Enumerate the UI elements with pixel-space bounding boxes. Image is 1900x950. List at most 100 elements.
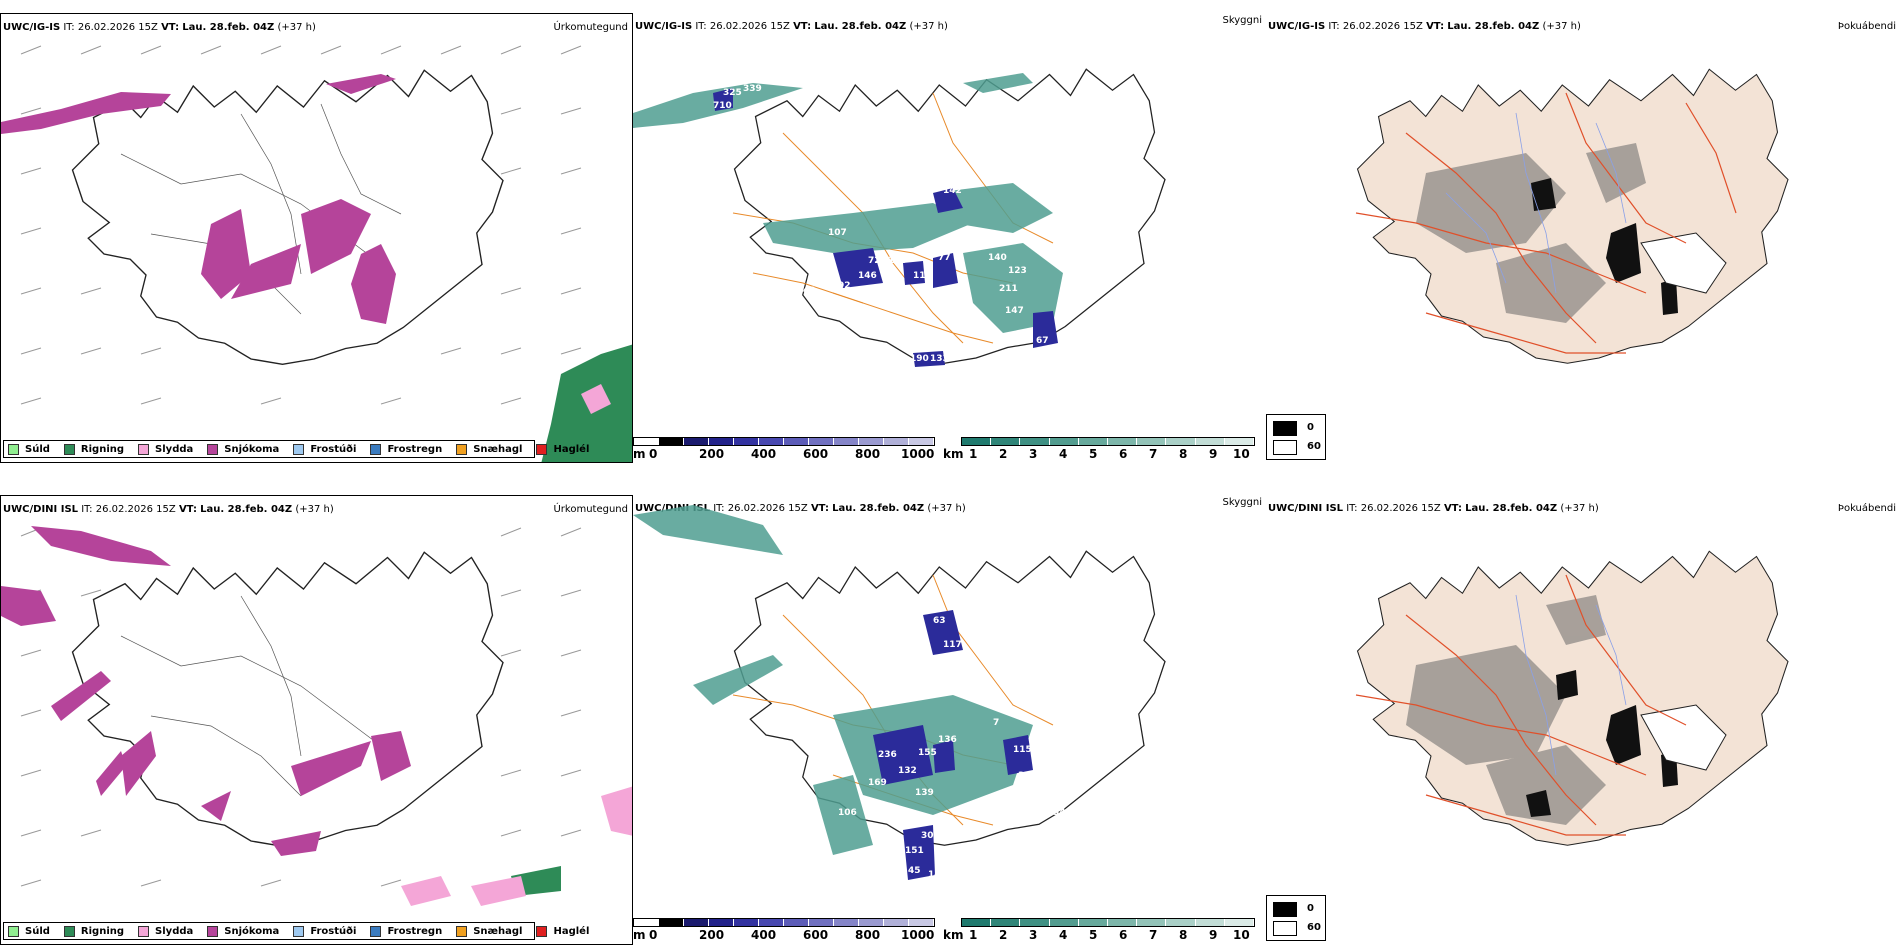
- fog-indicator-panel-bottom: UWC/DINI ISL IT: 26.02.2026 15Z VT: Lau.…: [1266, 495, 1900, 945]
- init-time: 26.02.2026 15Z: [1342, 21, 1423, 32]
- panel-title: Þokuábendi: [1837, 503, 1896, 514]
- height-bin: [784, 919, 809, 926]
- legend-item: Rigning: [63, 443, 124, 455]
- height-bin: [884, 919, 909, 926]
- height-strip: [633, 918, 935, 927]
- cloud-label: 139: [915, 788, 934, 798]
- lead-time: (+37 h): [295, 504, 334, 515]
- model-name: UWC/DINI ISL: [3, 504, 79, 515]
- fog-shading: [1416, 143, 1646, 323]
- visibility-tick: 7: [1149, 447, 1158, 461]
- visibility-tick: 7: [1149, 928, 1158, 942]
- height-bin: [634, 919, 659, 926]
- precip-legend: Súld Rigning Slydda Snjókoma Frostúði Fr…: [3, 440, 589, 458]
- fog-map: [1355, 550, 1789, 846]
- fog-label: 0: [1307, 903, 1314, 914]
- visibility-bin: [1195, 919, 1225, 926]
- init-time: 26.02.2026 15Z: [709, 21, 790, 32]
- fog-legend-top: 0 60: [1266, 414, 1326, 460]
- cloud-label: 133: [930, 354, 949, 364]
- cloud-label: 136: [938, 735, 957, 745]
- visibility-bin: [1049, 919, 1079, 926]
- height-tick: 0: [649, 447, 658, 461]
- height-tick: 400: [751, 447, 777, 461]
- visibility-tick: 10: [1233, 447, 1250, 461]
- valid-time: Lau. 28.feb. 04Z: [832, 503, 925, 514]
- visibility-bin: [991, 438, 1021, 445]
- precip-legend: Súld Rigning Slydda Snjókoma Frostúði Fr…: [3, 922, 589, 940]
- panel-title: Þokuábendi: [1837, 21, 1896, 32]
- panel-header: UWC/IG-IS IT: 26.02.2026 15Z VT: Lau. 28…: [635, 21, 948, 32]
- height-tick: 600: [803, 928, 829, 942]
- legend-swatch: [138, 925, 150, 937]
- height-tick: 200: [699, 928, 725, 942]
- visibility-tick: 8: [1179, 447, 1188, 461]
- visibility-bin: [1049, 438, 1079, 445]
- precip-type-panel-top: UWC/IG-IS IT: 26.02.2026 15Z VT: Lau. 28…: [0, 13, 633, 463]
- lead-time: (+37 h): [1560, 503, 1599, 514]
- legend-item: Slydda: [138, 925, 193, 937]
- height-unit: m: [633, 447, 646, 461]
- legend-swatch: [456, 925, 468, 937]
- fog-swatch-dark: [1273, 421, 1297, 436]
- visibility-strip: [961, 437, 1255, 446]
- visibility-tick: 9: [1209, 928, 1218, 942]
- legend-item: Snæhagl: [456, 925, 522, 937]
- visibility-bin: [1020, 438, 1050, 445]
- legend-item: Snjókoma: [207, 443, 279, 455]
- legend-swatch: [8, 443, 19, 455]
- visibility-unit: km: [943, 928, 964, 942]
- visibility-bin: [962, 438, 992, 445]
- height-bin: [834, 438, 859, 445]
- cloud-visibility-panel-top: UWC/IG-IS IT: 26.02.2026 15Z VT: Lau. 28…: [633, 13, 1266, 463]
- cloud-label: 155: [918, 748, 937, 758]
- cloud-label: 146: [928, 870, 947, 880]
- cloud-label: 146: [858, 271, 877, 281]
- cloud-label: 115: [1013, 745, 1032, 755]
- cloud-label: 147: [1005, 306, 1024, 316]
- height-bin: [659, 438, 684, 445]
- height-tick: 600: [803, 447, 829, 461]
- cloud-label: 151: [905, 846, 924, 856]
- cloud-label: 307: [921, 831, 940, 841]
- fog-label: 60: [1307, 441, 1321, 452]
- height-unit: m: [633, 928, 646, 942]
- snow-areas: [1, 74, 396, 324]
- visibility-bin: [1166, 438, 1196, 445]
- height-bin: [684, 919, 709, 926]
- cloud-label: 7: [993, 718, 999, 728]
- height-bin: [859, 438, 884, 445]
- visibility-bin: [1195, 438, 1225, 445]
- visibility-tick: 2: [999, 447, 1008, 461]
- visibility-bin: [1078, 438, 1109, 445]
- height-bin: [909, 438, 934, 445]
- valid-time: Lau. 28.feb. 04Z: [814, 21, 907, 32]
- visibility-bin: [1108, 438, 1138, 445]
- height-colorbar-bottom: m 0 200 400 600 800 1000: [633, 918, 943, 948]
- fog-legend-bottom: 0 60: [1266, 895, 1326, 941]
- height-tick: 1000: [901, 447, 935, 461]
- cloud-label: 45: [908, 866, 921, 876]
- height-tick: 400: [751, 928, 777, 942]
- low-cloud-areas: [713, 88, 1058, 367]
- lead-time: (+37 h): [1542, 21, 1581, 32]
- visibility-tick: 6: [1119, 447, 1128, 461]
- legend-item: Súld: [8, 443, 50, 455]
- height-tick: 800: [855, 447, 881, 461]
- init-time: 26.02.2026 15Z: [95, 504, 176, 515]
- precip-type-panel-bottom: UWC/DINI ISL IT: 26.02.2026 15Z VT: Lau.…: [0, 495, 633, 945]
- cloud-label: 54: [1053, 808, 1066, 818]
- fog-indicator-panel-top: UWC/IG-IS IT: 26.02.2026 15Z VT: Lau. 28…: [1266, 13, 1900, 463]
- height-bin: [834, 919, 859, 926]
- visibility-bin: [1166, 919, 1196, 926]
- cloud-label: 169: [868, 778, 887, 788]
- rivers: [1515, 594, 1627, 776]
- height-tick: 1000: [901, 928, 935, 942]
- height-bin: [709, 438, 734, 445]
- legend-swatch: [293, 925, 305, 937]
- legend-swatch: [536, 925, 548, 937]
- cloud-label: 140: [988, 253, 1007, 263]
- panel-title: Úrkomutegund: [553, 22, 628, 33]
- panel-header: UWC/DINI ISL IT: 26.02.2026 15Z VT: Lau.…: [3, 504, 334, 515]
- visibility-unit: km: [943, 447, 964, 461]
